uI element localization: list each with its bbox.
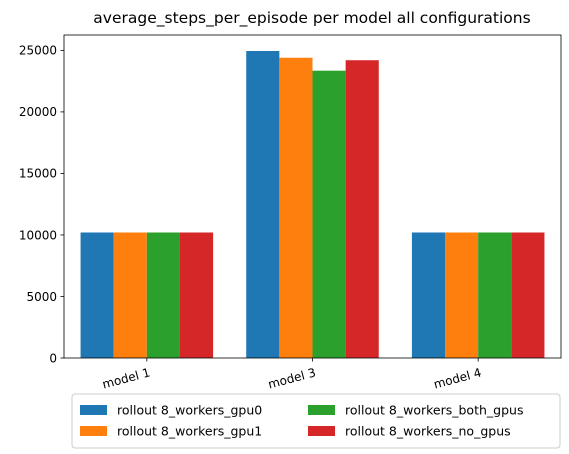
bars-group <box>80 50 545 359</box>
bar-model-4-series-1 <box>411 232 446 358</box>
bar-model-1-series-3 <box>146 232 180 358</box>
legend-label-series-2: rollout 8_workers_gpu1 <box>117 424 262 439</box>
y-tick-label: 25000 <box>19 44 57 58</box>
bar-model-4-series-2 <box>445 232 479 358</box>
bar-model-3-series-3 <box>312 70 346 358</box>
y-tick-label: 20000 <box>19 105 57 119</box>
legend-label-series-3: rollout 8_workers_both_gpus <box>345 403 523 418</box>
legend-label-series-1: rollout 8_workers_gpu0 <box>117 403 262 418</box>
legend-swatch-series-3 <box>308 405 335 415</box>
x-tick-label: model 1 <box>101 365 152 391</box>
bar-model-1-series-1 <box>80 232 114 358</box>
chart-title: average_steps_per_episode per model all … <box>93 9 530 28</box>
x-axis: model 1 model 3 model 4 <box>101 358 483 392</box>
bar-model-3-series-2 <box>279 57 313 359</box>
legend-swatch-series-2 <box>80 426 107 436</box>
legend-swatch-series-1 <box>80 405 107 415</box>
y-tick-label: 5000 <box>26 290 57 304</box>
plot-frame <box>63 34 562 359</box>
bar-model-1-series-4 <box>179 232 214 358</box>
bar-model-3-series-1 <box>246 50 280 359</box>
legend-label-series-4: rollout 8_workers_no_gpus <box>345 424 511 439</box>
bar-model-4-series-3 <box>478 232 512 358</box>
bar-model-1-series-2 <box>113 232 147 358</box>
x-tick-label: model 3 <box>266 365 317 391</box>
x-tick-label: model 4 <box>432 365 483 391</box>
bar-model-3-series-4 <box>345 60 379 358</box>
y-tick-label: 0 <box>49 351 57 365</box>
legend-swatch-series-4 <box>308 426 335 436</box>
y-tick-label: 10000 <box>19 228 57 242</box>
y-tick-label: 15000 <box>19 167 57 181</box>
y-axis: 0 5000 10000 15000 20000 25000 <box>19 44 64 365</box>
legend-frame <box>71 393 561 449</box>
bar-model-4-series-4 <box>511 232 545 358</box>
